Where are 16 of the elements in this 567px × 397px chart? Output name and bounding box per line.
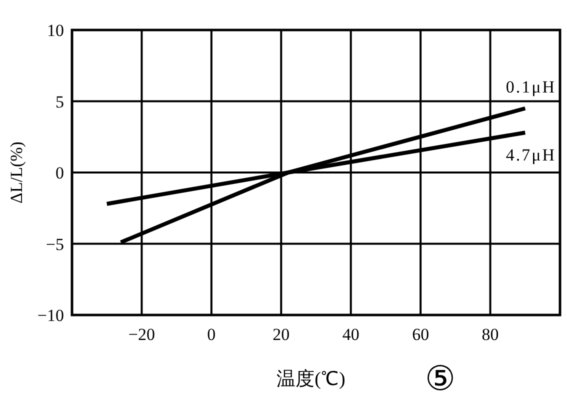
x-tick-label: 80 <box>482 325 499 344</box>
y-axis-title: ΔL/L(%) <box>7 142 26 204</box>
series-label: 0.1μH <box>506 77 556 96</box>
y-tick-label: 10 <box>47 21 64 40</box>
x-tick-label: −20 <box>128 325 156 344</box>
x-tick-label: 60 <box>412 325 430 344</box>
text: ⑤ <box>425 361 455 397</box>
x-tick-label: 40 <box>342 325 360 344</box>
x-tick-label: 0 <box>207 325 216 344</box>
y-tick-label: −10 <box>37 306 64 325</box>
series-label: 4.7μH <box>506 146 556 165</box>
x-tick-label: 20 <box>272 325 290 344</box>
y-tick-label: 5 <box>56 92 64 112</box>
x-axis-title: 温度(℃) <box>276 368 346 390</box>
y-tick-label: 0 <box>56 164 64 182</box>
y-tick-label: −5 <box>46 234 64 254</box>
